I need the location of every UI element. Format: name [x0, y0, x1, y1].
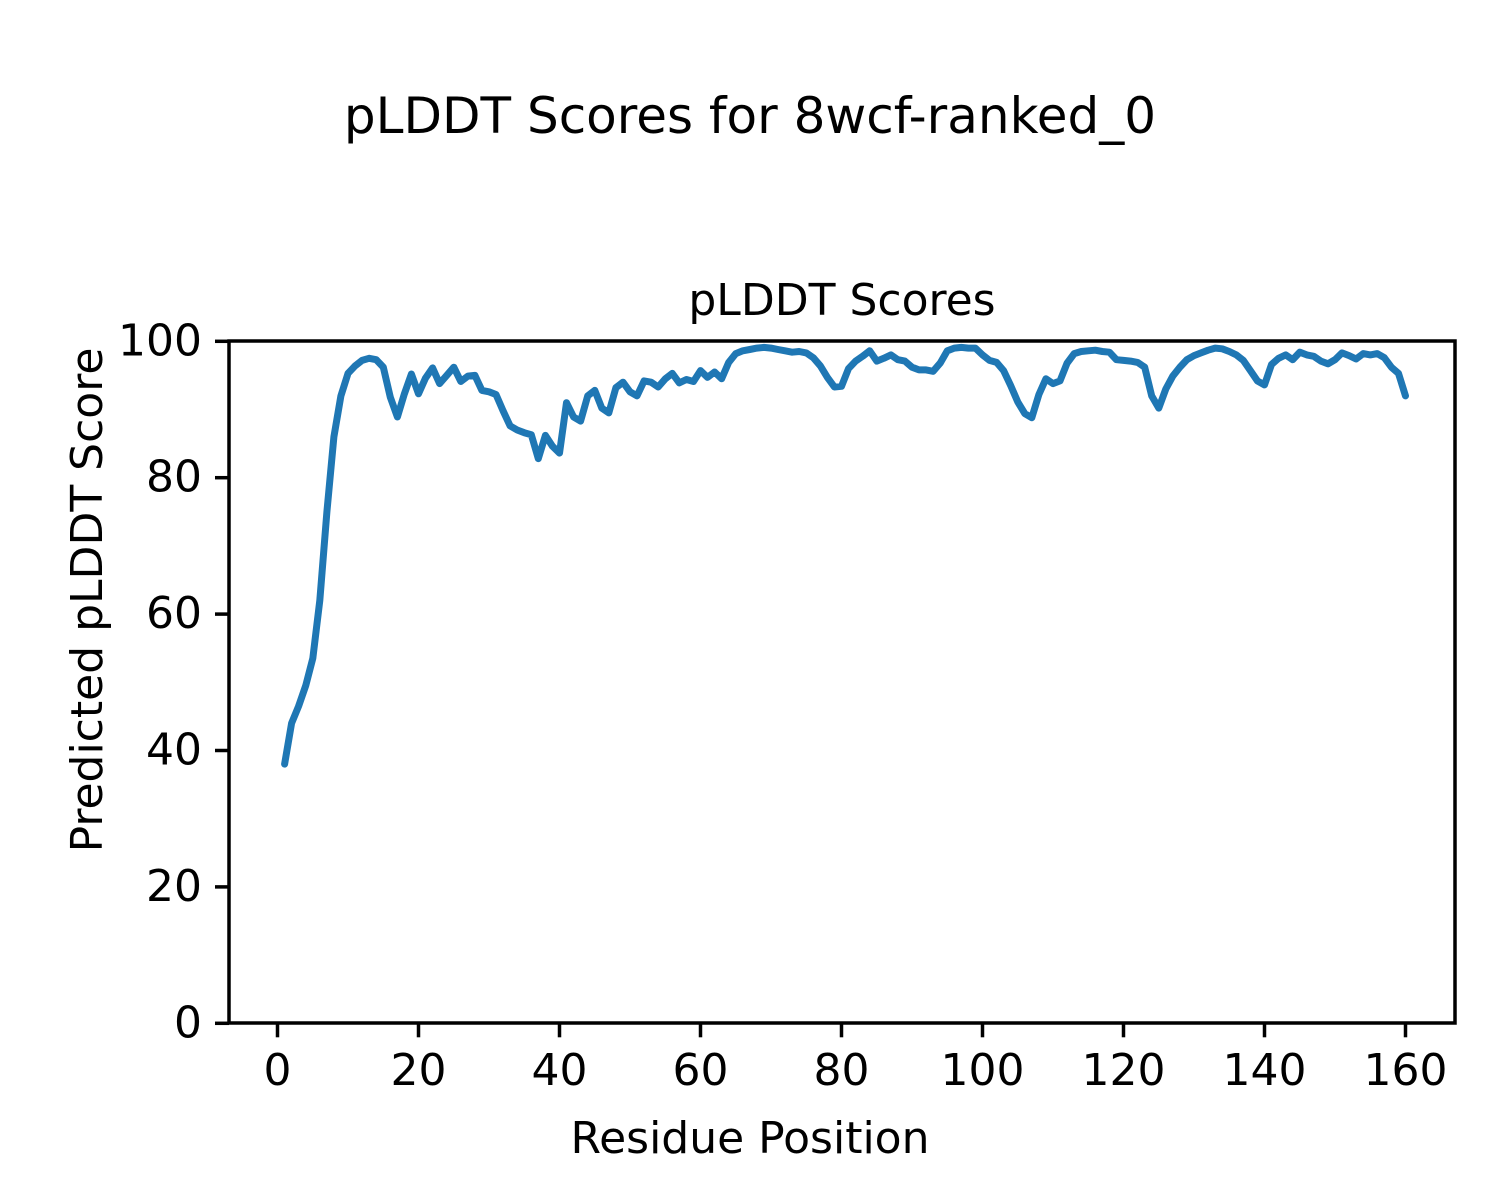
x-tick-label: 0: [264, 1045, 292, 1096]
axes-frame: [227, 339, 1457, 1025]
x-tick-label: 160: [1364, 1045, 1448, 1096]
y-tick-label: 20: [146, 861, 202, 912]
x-tick-label: 120: [1082, 1045, 1166, 1096]
x-axis-ticks: 0 20 40 60 80 100 120 140 160: [264, 1023, 1448, 1096]
x-tick-label: 140: [1223, 1045, 1307, 1096]
figure-suptitle: pLDDT Scores for 8wcf-ranked_0: [344, 87, 1156, 145]
x-tick-label: 60: [673, 1045, 729, 1096]
y-tick-label: 80: [146, 452, 202, 503]
y-tick-label: 40: [146, 725, 202, 776]
plddt-score-line: [281, 343, 1409, 768]
x-tick-label: 80: [814, 1045, 870, 1096]
y-tick-label: 60: [146, 588, 202, 639]
y-tick-label: 100: [118, 315, 202, 366]
x-tick-label: 20: [391, 1045, 447, 1096]
x-tick-label: 40: [532, 1045, 588, 1096]
y-axis-label: Predicted pLDDT Score: [62, 348, 113, 853]
x-axis-label: Residue Position: [570, 1113, 929, 1164]
y-tick-label: 0: [174, 997, 202, 1048]
axes-title: pLDDT Scores: [688, 275, 995, 326]
y-axis-ticks: 0 20 40 60 80 100: [118, 315, 229, 1048]
x-tick-label: 100: [941, 1045, 1025, 1096]
